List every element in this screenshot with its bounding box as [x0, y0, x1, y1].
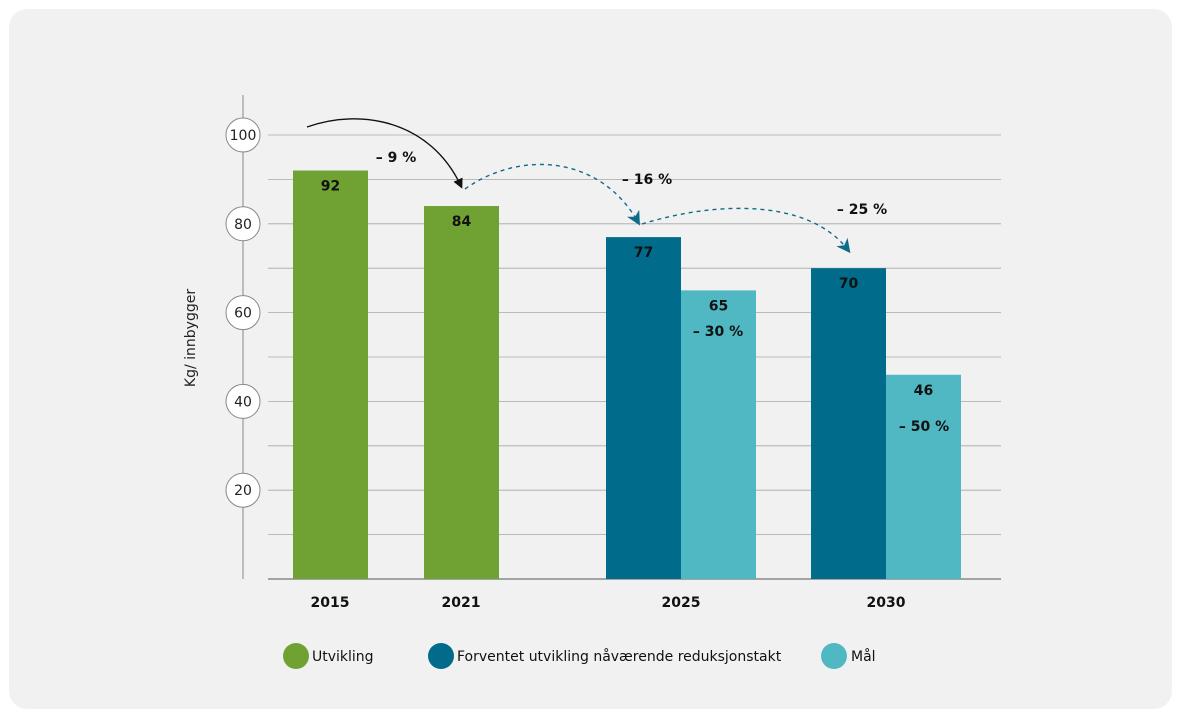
y-tick-label: 100: [230, 128, 257, 144]
legend-label: Mål: [851, 648, 876, 665]
change-annotation: – 25 %: [837, 202, 887, 218]
x-axis: 2015 2021 2025 2030: [311, 595, 906, 611]
bar: [886, 374, 961, 579]
y-tick-label: 20: [234, 483, 252, 499]
legend-swatch: [821, 643, 847, 669]
bar-value-label: 77: [634, 245, 653, 261]
y-tick-marker: [225, 117, 261, 153]
y-axis-label: Kg/ innbygger: [183, 289, 199, 387]
legend-swatch: [428, 643, 454, 669]
bar-value-label: 46: [914, 383, 933, 399]
bar-value-label: 70: [839, 276, 859, 292]
change-annotation: – 16 %: [622, 172, 672, 188]
chart-card: [9, 9, 1172, 709]
change-annotation: – 9 %: [376, 150, 417, 166]
change-arrow: [464, 163, 640, 226]
bar: [424, 206, 499, 580]
legend-swatch: [283, 643, 309, 669]
x-tick-label: 2021: [442, 595, 481, 611]
change-arrows: – 9 % – 16 % – 25 % – 30 % – 50 %: [306, 118, 949, 435]
change-annotation: – 50 %: [899, 419, 949, 435]
y-tick-marker: [225, 472, 261, 508]
x-tick-label: 2025: [662, 595, 701, 611]
bar-value-label: 65: [709, 298, 728, 314]
y-tick-marker: [225, 295, 261, 331]
bar: [811, 268, 886, 579]
y-axis: 20 40 60 80 100 Kg/ innbygger: [183, 95, 261, 579]
bars: 92 84 77 65 70 46: [293, 170, 961, 580]
change-annotation: – 30 %: [693, 324, 743, 340]
y-tick-label: 80: [234, 217, 252, 233]
legend-label: Forventet utvikling nåværende reduksjons…: [457, 648, 782, 665]
legend-label: Utvikling: [312, 649, 374, 665]
legend: Utvikling Forventet utvikling nåværende r…: [283, 643, 876, 669]
x-tick-label: 2015: [311, 595, 350, 611]
bar: [606, 237, 681, 579]
y-tick-marker: [225, 206, 261, 242]
x-tick-label: 2030: [867, 595, 906, 611]
bar-value-label: 84: [452, 214, 472, 230]
y-tick-label: 60: [234, 306, 252, 322]
bar: [681, 290, 756, 579]
y-tick-marker: [225, 383, 261, 419]
bar: [293, 170, 368, 579]
y-tick-label: 40: [234, 394, 252, 410]
change-arrow: [306, 118, 463, 189]
bar-value-label: 92: [321, 179, 340, 195]
